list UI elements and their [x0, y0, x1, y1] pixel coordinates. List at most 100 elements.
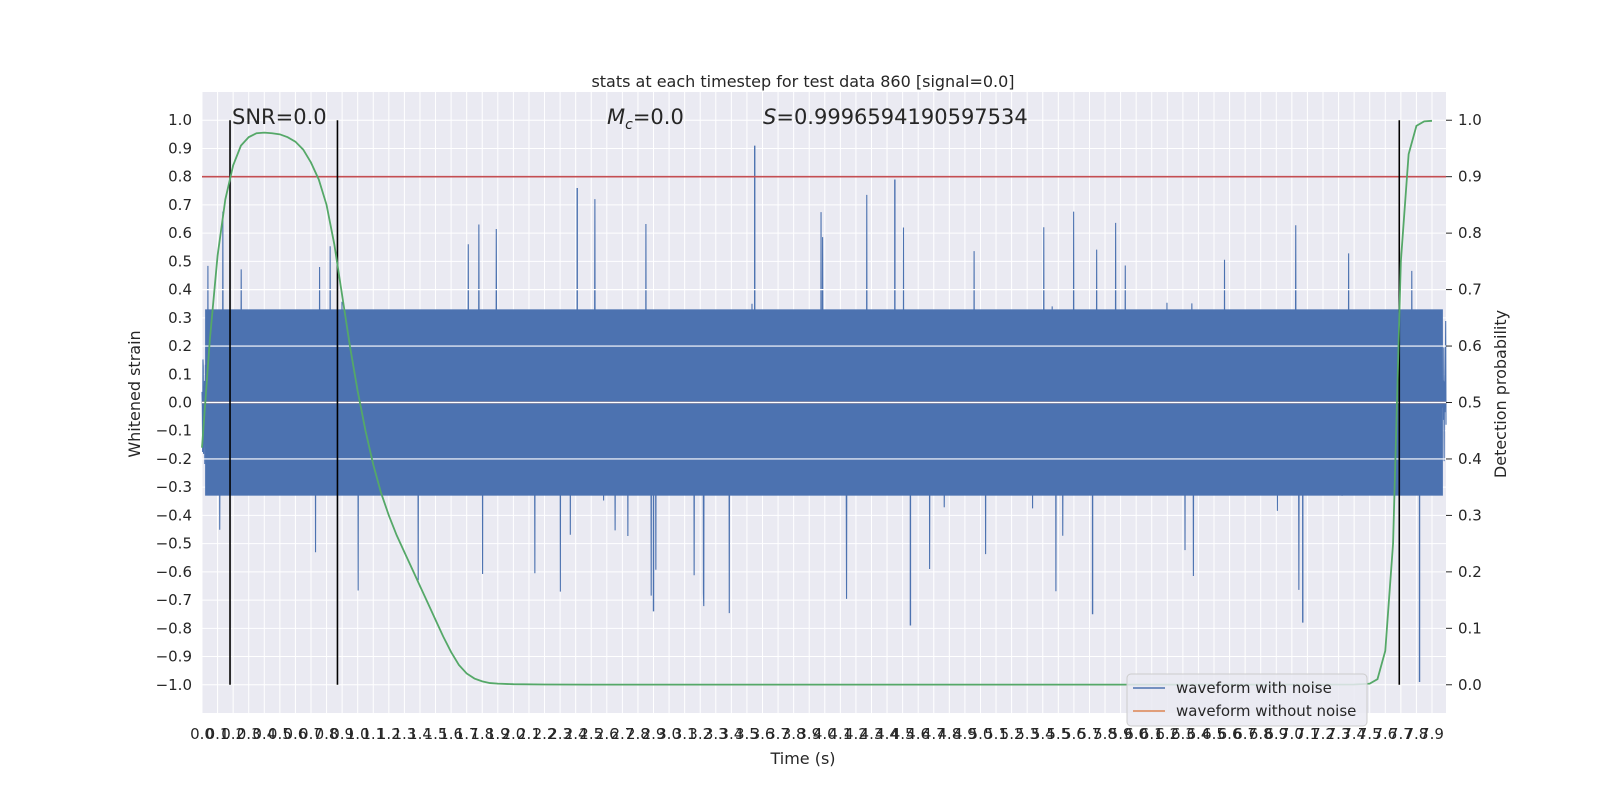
- legend: waveform with noise waveform without noi…: [1126, 673, 1368, 727]
- x-tick-label: 2.8: [626, 725, 650, 743]
- x-tick-label: 3.7: [766, 725, 790, 743]
- x-tick-label: 1.7: [455, 725, 479, 743]
- x-tick-label: 0.2: [221, 725, 245, 743]
- chirp-mass-subscript: c: [625, 117, 633, 133]
- y-tick-label: 0.2: [168, 337, 192, 355]
- y2-tick-label: 0.2: [1458, 563, 1482, 581]
- y-tick-label: −0.4: [156, 506, 192, 524]
- x-tick-label: 2.5: [579, 725, 603, 743]
- y-tick-label: 0.4: [168, 281, 192, 299]
- s-value: =0.9996594190597534: [776, 105, 1027, 129]
- x-tick-label: 1.9: [486, 725, 510, 743]
- x-tick-label: 0.7: [299, 725, 323, 743]
- x-tick-label: 6.4: [1187, 725, 1211, 743]
- x-tick-label: 0.1: [206, 725, 230, 743]
- y-tick-label: −0.1: [156, 422, 192, 440]
- x-tick-label: 2.7: [610, 725, 634, 743]
- x-axis-ticks: 0.00.10.20.30.40.50.60.70.80.91.01.11.21…: [190, 725, 1444, 743]
- x-tick-label: 4.9: [953, 725, 977, 743]
- x-tick-label: 4.4: [875, 725, 899, 743]
- y-tick-label: 0.5: [168, 252, 192, 270]
- x-tick-label: 6.7: [1233, 725, 1257, 743]
- x-tick-label: 1.0: [346, 725, 370, 743]
- y2-tick-label: 0.8: [1458, 224, 1482, 242]
- y2-tick-label: 0.6: [1458, 337, 1482, 355]
- x-tick-label: 4.0: [813, 725, 837, 743]
- x-tick-label: 2.1: [517, 725, 541, 743]
- x-tick-label: 7.0: [1280, 725, 1304, 743]
- chirp-mass-value: =0.0: [633, 105, 684, 129]
- x-tick-label: 7.5: [1358, 725, 1382, 743]
- x-tick-label: 0.6: [283, 725, 307, 743]
- x-tick-label: 5.4: [1031, 725, 1055, 743]
- y-axis-ticks: 1.0 0.9 0.8 0.7 0.6 0.5 0.4 0.3 0.2 0.1 0.0 −0.1 −0.…: [156, 111, 192, 694]
- y-tick-label: −0.3: [156, 478, 192, 496]
- chirp-mass-symbol: M: [607, 105, 625, 129]
- x-tick-label: 2.6: [595, 725, 619, 743]
- x-tick-label: 5.6: [1062, 725, 1086, 743]
- y-tick-label: 0.8: [168, 168, 192, 186]
- x-tick-label: 4.1: [828, 725, 852, 743]
- y-tick-label: −0.2: [156, 450, 192, 468]
- legend-label-waveform-with-noise: waveform with noise: [1176, 679, 1332, 697]
- y-tick-label: −0.5: [156, 535, 192, 553]
- x-tick-label: 6.0: [1124, 725, 1148, 743]
- x-tick-label: 4.2: [844, 725, 868, 743]
- snr-annotation: SNR=0.0: [232, 105, 327, 129]
- x-tick-label: 4.7: [922, 725, 946, 743]
- legend-label-waveform-without-noise: waveform without noise: [1176, 702, 1356, 720]
- x-tick-label: 7.3: [1327, 725, 1351, 743]
- x-tick-label: 0.4: [252, 725, 276, 743]
- x-tick-label: 7.9: [1420, 725, 1444, 743]
- x-tick-label: 7.4: [1342, 725, 1366, 743]
- y2-tick-label: 0.7: [1458, 281, 1482, 299]
- y-tick-label: −1.0: [156, 676, 192, 694]
- y2-tick-label: 0.0: [1458, 676, 1482, 694]
- x-tick-label: 2.4: [564, 725, 588, 743]
- x-tick-label: 5.1: [984, 725, 1008, 743]
- y-tick-label: 0.9: [168, 139, 192, 157]
- x-tick-label: 2.0: [501, 725, 525, 743]
- x-tick-label: 2.2: [533, 725, 557, 743]
- x-tick-label: 3.6: [751, 725, 775, 743]
- x-tick-label: 1.8: [470, 725, 494, 743]
- x-tick-label: 7.1: [1296, 725, 1320, 743]
- chart-title: stats at each timestep for test data 860…: [591, 72, 1014, 91]
- x-tick-label: 3.2: [688, 725, 712, 743]
- y2-tick-label: 0.1: [1458, 619, 1482, 637]
- x-tick-label: 3.8: [782, 725, 806, 743]
- y2-tick-label: 0.3: [1458, 506, 1482, 524]
- x-tick-label: 5.3: [1015, 725, 1039, 743]
- s-annotation: S=0.9996594190597534: [763, 105, 1028, 129]
- y-tick-label: −0.6: [156, 563, 192, 581]
- x-tick-label: 5.9: [1109, 725, 1133, 743]
- y-tick-label: −0.8: [156, 619, 192, 637]
- x-tick-label: 6.9: [1264, 725, 1288, 743]
- x-tick-label: 3.5: [735, 725, 759, 743]
- x-tick-label: 6.8: [1249, 725, 1273, 743]
- y-tick-label: 0.3: [168, 309, 192, 327]
- x-tick-label: 5.7: [1078, 725, 1102, 743]
- chirp-mass-annotation: Mc=0.0: [607, 105, 684, 133]
- x-tick-label: 0.0: [190, 725, 214, 743]
- y-tick-label: 0.6: [168, 224, 192, 242]
- y-tick-label: −0.9: [156, 648, 192, 666]
- x-tick-label: 7.2: [1311, 725, 1335, 743]
- y-tick-label: 1.0: [168, 111, 192, 129]
- x-tick-label: 5.5: [1046, 725, 1070, 743]
- x-tick-label: 4.5: [891, 725, 915, 743]
- x-tick-label: 5.8: [1093, 725, 1117, 743]
- x-tick-label: 1.1: [361, 725, 385, 743]
- x-tick-label: 6.1: [1140, 725, 1164, 743]
- x-tick-label: 4.8: [937, 725, 961, 743]
- x-tick-label: 3.1: [673, 725, 697, 743]
- y2-tick-label: 0.4: [1458, 450, 1482, 468]
- legend-box: [1126, 673, 1368, 727]
- y2-tick-label: 0.5: [1458, 394, 1482, 412]
- y2-axis-ticks: 1.0 0.9 0.8 0.7 0.6 0.5 0.4 0.3 0.2 0.1 0.0: [1446, 111, 1482, 694]
- x-tick-label: 0.5: [268, 725, 292, 743]
- x-tick-label: 3.9: [797, 725, 821, 743]
- s-symbol: S: [763, 105, 776, 129]
